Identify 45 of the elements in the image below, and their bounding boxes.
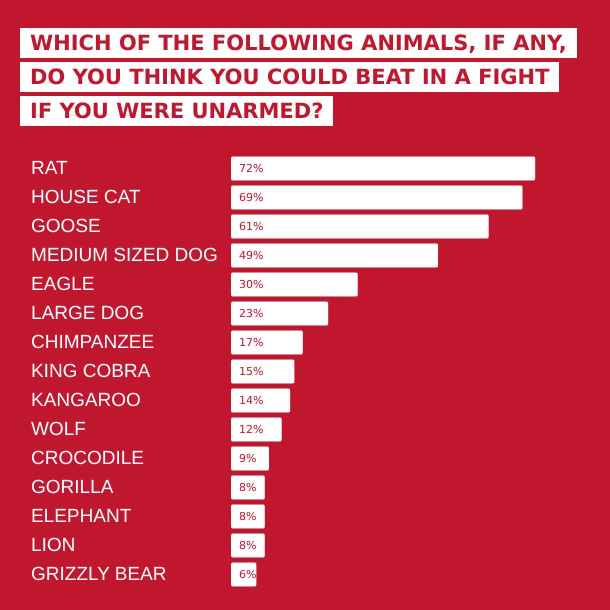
bar (231, 388, 290, 413)
bar (231, 533, 265, 558)
y-tick-label: KANGAROO (31, 390, 141, 411)
chart-title: WHICH OF THE FOLLOWING ANIMALS, IF ANY, DO YOU THINK YOU COULD BEAT IN A FIGHT IF YOU WERE UNARMED? (20, 28, 577, 126)
data-label: 8% (239, 510, 256, 523)
data-label: 15% (239, 365, 264, 378)
y-tick-label: LION (31, 535, 76, 556)
data-label: 49% (239, 249, 264, 262)
y-tick-label: RAT (31, 158, 68, 179)
data-label: 8% (239, 481, 256, 494)
data-label: 9% (239, 452, 256, 465)
bar (231, 214, 489, 239)
bar (231, 417, 282, 442)
y-tick-label: GRIZZLY BEAR (31, 564, 166, 585)
y-tick-label: CHIMPANZEE (31, 332, 154, 353)
data-label: 8% (239, 539, 256, 552)
bar (231, 330, 303, 355)
bar (231, 243, 438, 268)
data-label: 72% (239, 162, 264, 175)
bar (231, 504, 265, 529)
data-label: 12% (239, 423, 264, 436)
bar (231, 185, 523, 210)
data-label: 69% (239, 191, 264, 204)
y-tick-label: CROCODILE (31, 448, 144, 469)
y-tick-label: KING COBRA (31, 361, 151, 382)
data-label: 14% (239, 394, 264, 407)
y-tick-label: LARGE DOG (31, 303, 144, 324)
bar (231, 446, 270, 471)
bar (231, 359, 294, 384)
y-tick-label: WOLF (31, 419, 86, 440)
data-label: 17% (239, 336, 264, 349)
data-label: 6% (239, 568, 256, 581)
data-label: 23% (239, 307, 264, 320)
data-label: 30% (239, 278, 264, 291)
y-tick-label: GOOSE (31, 216, 101, 237)
y-tick-label: MEDIUM SIZED DOG (31, 245, 218, 266)
y-tick-label: ELEPHANT (31, 506, 132, 527)
y-tick-label: EAGLE (31, 274, 94, 295)
y-tick-label: HOUSE CAT (31, 187, 141, 208)
bar (231, 272, 358, 297)
bar (231, 301, 328, 326)
bar (231, 475, 265, 500)
data-label: 61% (239, 220, 264, 233)
y-tick-label: GORILLA (31, 477, 114, 498)
bar (231, 156, 536, 181)
